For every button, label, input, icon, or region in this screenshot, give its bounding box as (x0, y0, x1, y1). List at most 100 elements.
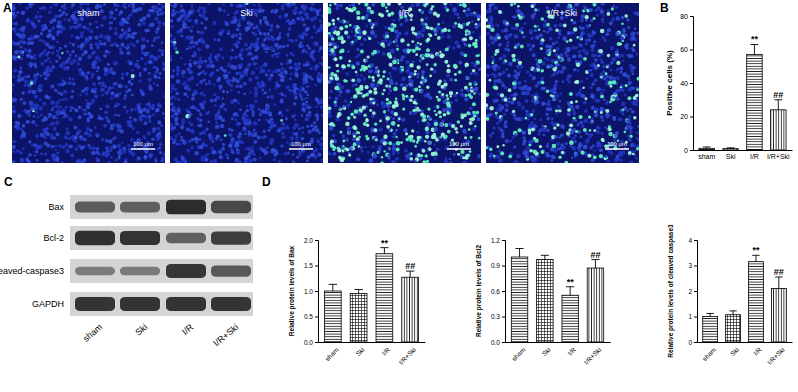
nucleus (177, 107, 180, 110)
nucleus (205, 44, 209, 48)
nucleus (254, 87, 259, 92)
nucleus (159, 151, 162, 154)
nucleus (46, 132, 50, 136)
nucleus (236, 85, 239, 88)
nucleus (126, 91, 129, 94)
nucleus (317, 76, 319, 78)
nucleus (270, 24, 273, 27)
nucleus (260, 66, 263, 69)
nucleus (200, 80, 204, 84)
nucleus (254, 8, 257, 11)
nucleus (46, 96, 50, 100)
nucleus (136, 40, 139, 43)
nucleus (56, 49, 59, 52)
nucleus (51, 52, 53, 54)
nucleus (101, 117, 104, 120)
nucleus (30, 37, 33, 40)
nucleus (114, 114, 117, 117)
nucleus (145, 103, 148, 106)
nucleus (33, 115, 36, 118)
nucleus (12, 139, 15, 143)
nucleus (30, 21, 33, 24)
nucleus (21, 35, 25, 39)
nucleus (170, 84, 172, 86)
nucleus (239, 160, 241, 162)
nucleus (273, 103, 276, 106)
nucleus (158, 76, 161, 79)
nucleus (236, 40, 240, 44)
nucleus (242, 18, 245, 21)
nucleus (12, 160, 14, 163)
nucleus (287, 35, 289, 37)
nucleus (136, 59, 139, 62)
nucleus (313, 121, 316, 124)
nucleus (246, 21, 250, 25)
tunel-positive-cell (355, 71, 358, 74)
nucleus (194, 107, 197, 110)
nucleus (155, 109, 159, 113)
nucleus (82, 109, 85, 112)
nucleus (83, 112, 86, 115)
nucleus (163, 117, 165, 120)
tunel-positive-cell (380, 161, 383, 163)
nucleus (31, 108, 34, 111)
nucleus (305, 80, 308, 83)
nucleus (47, 57, 50, 60)
nucleus (16, 149, 20, 153)
nucleus (262, 64, 265, 67)
nucleus (246, 105, 249, 108)
nucleus (248, 134, 251, 137)
nucleus (253, 121, 257, 125)
nucleus (170, 90, 172, 92)
nucleus (306, 97, 309, 100)
nucleus (54, 149, 57, 152)
nucleus (263, 16, 267, 20)
nucleus (405, 53, 408, 56)
nucleus (229, 144, 233, 148)
nucleus (25, 157, 29, 161)
nucleus (233, 66, 238, 71)
nucleus (190, 41, 193, 44)
nucleus (98, 82, 101, 85)
nucleus (308, 130, 312, 134)
nucleus (172, 109, 176, 113)
nucleus (66, 50, 69, 53)
nucleus (30, 55, 34, 59)
nucleus (105, 104, 109, 108)
nucleus (257, 37, 260, 40)
nucleus (128, 27, 131, 30)
nucleus (218, 7, 222, 11)
nucleus (257, 29, 260, 32)
nucleus (301, 50, 304, 53)
nucleus (158, 9, 161, 12)
nucleus (181, 8, 185, 12)
nucleus (347, 50, 350, 53)
nucleus (90, 46, 93, 49)
nucleus (271, 54, 274, 57)
nucleus (52, 106, 55, 109)
nucleus (211, 64, 215, 68)
nucleus (112, 123, 116, 127)
nucleus (72, 78, 75, 81)
nucleus (57, 91, 60, 94)
nucleus (150, 55, 153, 58)
nucleus (136, 131, 139, 134)
nucleus (222, 90, 226, 94)
nucleus (142, 21, 146, 25)
nucleus (264, 38, 267, 41)
nucleus (64, 98, 67, 101)
nucleus (305, 117, 309, 121)
nucleus (106, 146, 109, 149)
nucleus (286, 85, 290, 89)
nucleus (176, 65, 180, 69)
nucleus (379, 127, 383, 131)
nucleus (182, 20, 185, 23)
nucleus (128, 5, 130, 7)
nucleus (208, 82, 211, 85)
nucleus (248, 78, 252, 82)
nucleus (191, 146, 194, 149)
nucleus (107, 63, 110, 66)
nucleus (347, 35, 351, 39)
nucleus (170, 19, 173, 23)
nucleus (150, 23, 154, 27)
